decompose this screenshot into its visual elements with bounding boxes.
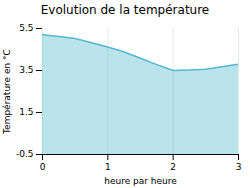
svg-text:3: 3 bbox=[236, 162, 242, 172]
svg-text:1.5: 1.5 bbox=[19, 107, 33, 117]
html-text:Evolution de la température: Evolution de la température bbox=[40, 3, 210, 17]
svg-text:5.5: 5.5 bbox=[19, 23, 33, 33]
svg-text:-0.5: -0.5 bbox=[16, 149, 34, 159]
svg-text:2: 2 bbox=[170, 162, 176, 172]
svg-text:Température en °C: Température en °C bbox=[2, 49, 12, 135]
svg-text:3.5: 3.5 bbox=[19, 65, 33, 75]
svg-text:heure par heure: heure par heure bbox=[104, 176, 177, 186]
svg-text:1: 1 bbox=[105, 162, 111, 172]
svg-text:0: 0 bbox=[40, 162, 46, 172]
